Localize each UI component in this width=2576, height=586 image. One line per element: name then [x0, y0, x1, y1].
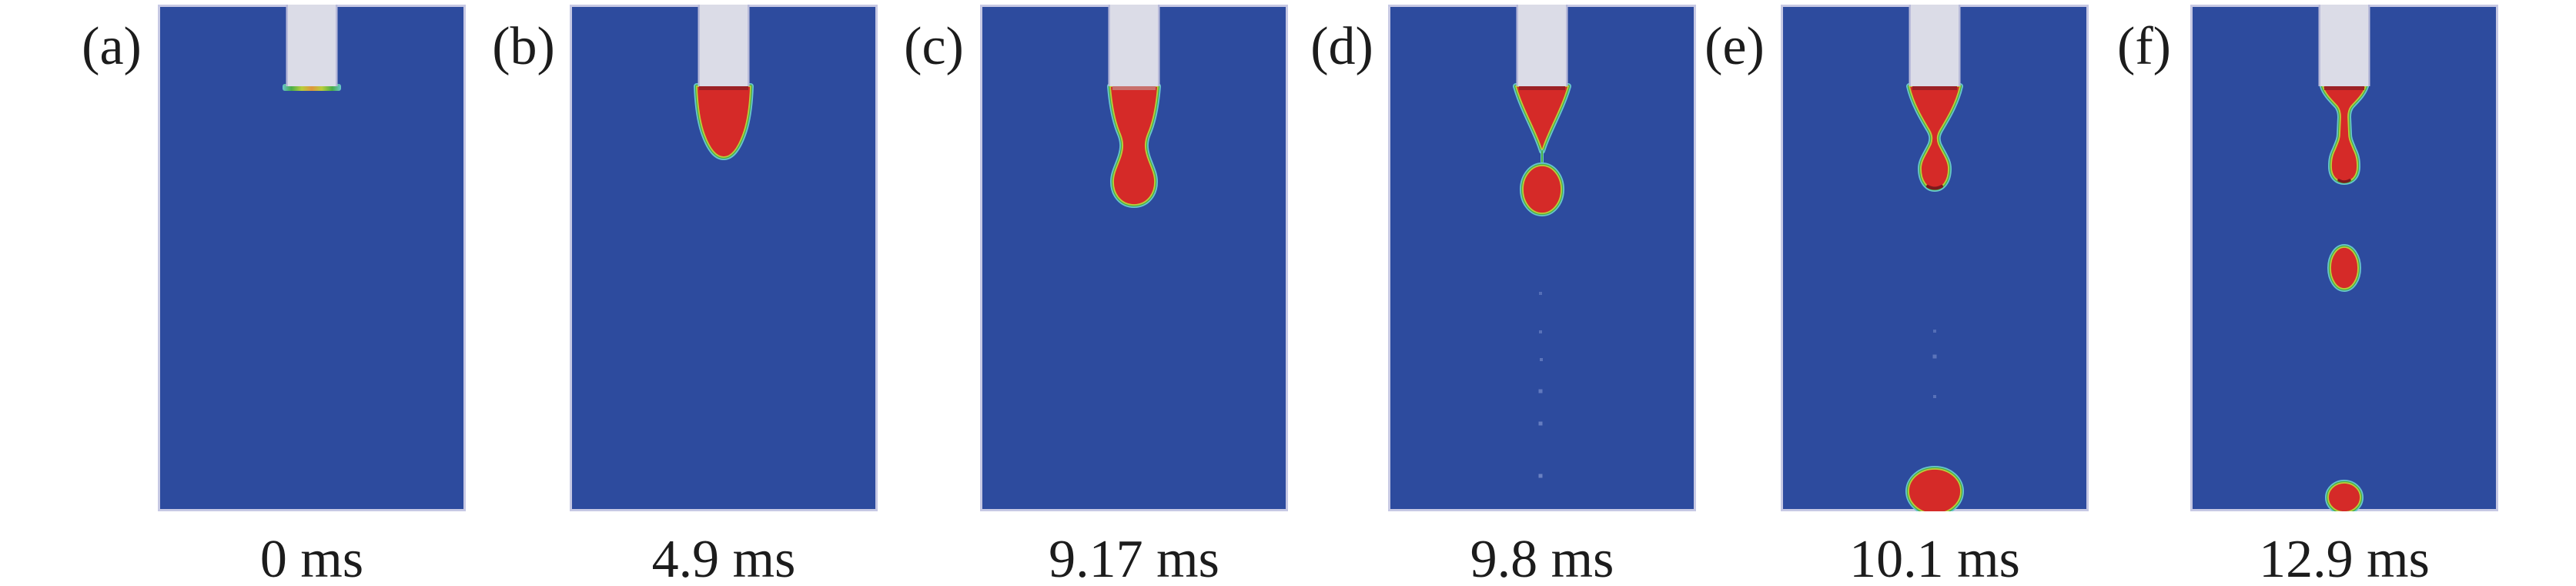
panel-label: (d) [1310, 17, 1373, 76]
panel-label: (e) [1705, 17, 1765, 76]
simulation-panel-c: (c) 9.17 ms [904, 0, 1288, 586]
nozzle [1108, 5, 1160, 86]
satellite-dot [1933, 395, 1936, 398]
simulation-frame [158, 5, 466, 511]
simulation-frame [1781, 5, 2089, 511]
simulation-panel-d: (d) 9.8 ms [1310, 0, 1696, 586]
nozzle-exit-ink-line [1912, 86, 1957, 90]
primary-droplet [2325, 480, 2364, 511]
simulation-frame [1388, 5, 1696, 511]
time-label: 9.8 ms [1470, 530, 1614, 586]
panel-label: (a) [82, 17, 142, 76]
vof-simulation-snapshot [1388, 5, 1696, 511]
nozzle [2318, 5, 2370, 86]
time-label: 4.9 ms [651, 530, 796, 586]
elongated-ligament [1107, 83, 1161, 208]
nozzle-exit-ink-line [1519, 86, 1565, 90]
simulation-panel-b: (b) 4.9 ms [492, 0, 878, 586]
vof-simulation-snapshot [1781, 5, 2089, 511]
simulation-panel-e: (e) 10.1 ms [1705, 0, 2089, 586]
nozzle-exit-ink-line [1112, 86, 1156, 90]
panel-label: (f) [2117, 17, 2171, 76]
satellite-dot [1538, 389, 1543, 393]
satellite-droplet [2327, 244, 2361, 292]
panel-label: (c) [904, 17, 964, 76]
time-label: 0 ms [259, 530, 364, 586]
time-label: 9.17 ms [1049, 530, 1219, 586]
vof-simulation-snapshot [980, 5, 1288, 511]
satellite-dot [1540, 358, 1543, 361]
satellite-dot [1932, 354, 1937, 359]
nozzle-exit-ink-line [699, 86, 748, 90]
simulation-frame [2190, 5, 2498, 511]
primary-droplet [1905, 466, 1964, 511]
time-label: 12.9 ms [2259, 530, 2430, 586]
nozzle [1516, 5, 1568, 86]
vof-simulation-snapshot [570, 5, 878, 511]
nozzle-exit-ink-line [2324, 86, 2364, 90]
detached-droplet [1520, 162, 1564, 216]
satellite-dot [1539, 292, 1542, 295]
vof-simulation-snapshot [158, 5, 466, 511]
satellite-dot [1538, 421, 1543, 426]
time-label: 10.1 ms [1849, 530, 2020, 586]
nozzle [698, 5, 750, 86]
satellite-dot [1933, 330, 1936, 333]
simulation-panel-f: (f) 12.9 ms [2117, 0, 2498, 586]
nozzle [1909, 5, 1961, 86]
simulation-frame [570, 5, 878, 511]
satellite-dot [1538, 474, 1543, 478]
droplet-dark-tip [2337, 179, 2351, 183]
pendant-droplet [694, 83, 754, 160]
droplet-dark-tip [1926, 185, 1943, 190]
simulation-panel-a: (a) 0 ms [82, 0, 466, 586]
nozzle [286, 5, 338, 86]
satellite-dot [1539, 330, 1542, 333]
vof-simulation-snapshot [2190, 5, 2498, 511]
ink-cone [1513, 83, 1571, 154]
simulation-frame [980, 5, 1288, 511]
panel-label: (b) [492, 17, 555, 76]
